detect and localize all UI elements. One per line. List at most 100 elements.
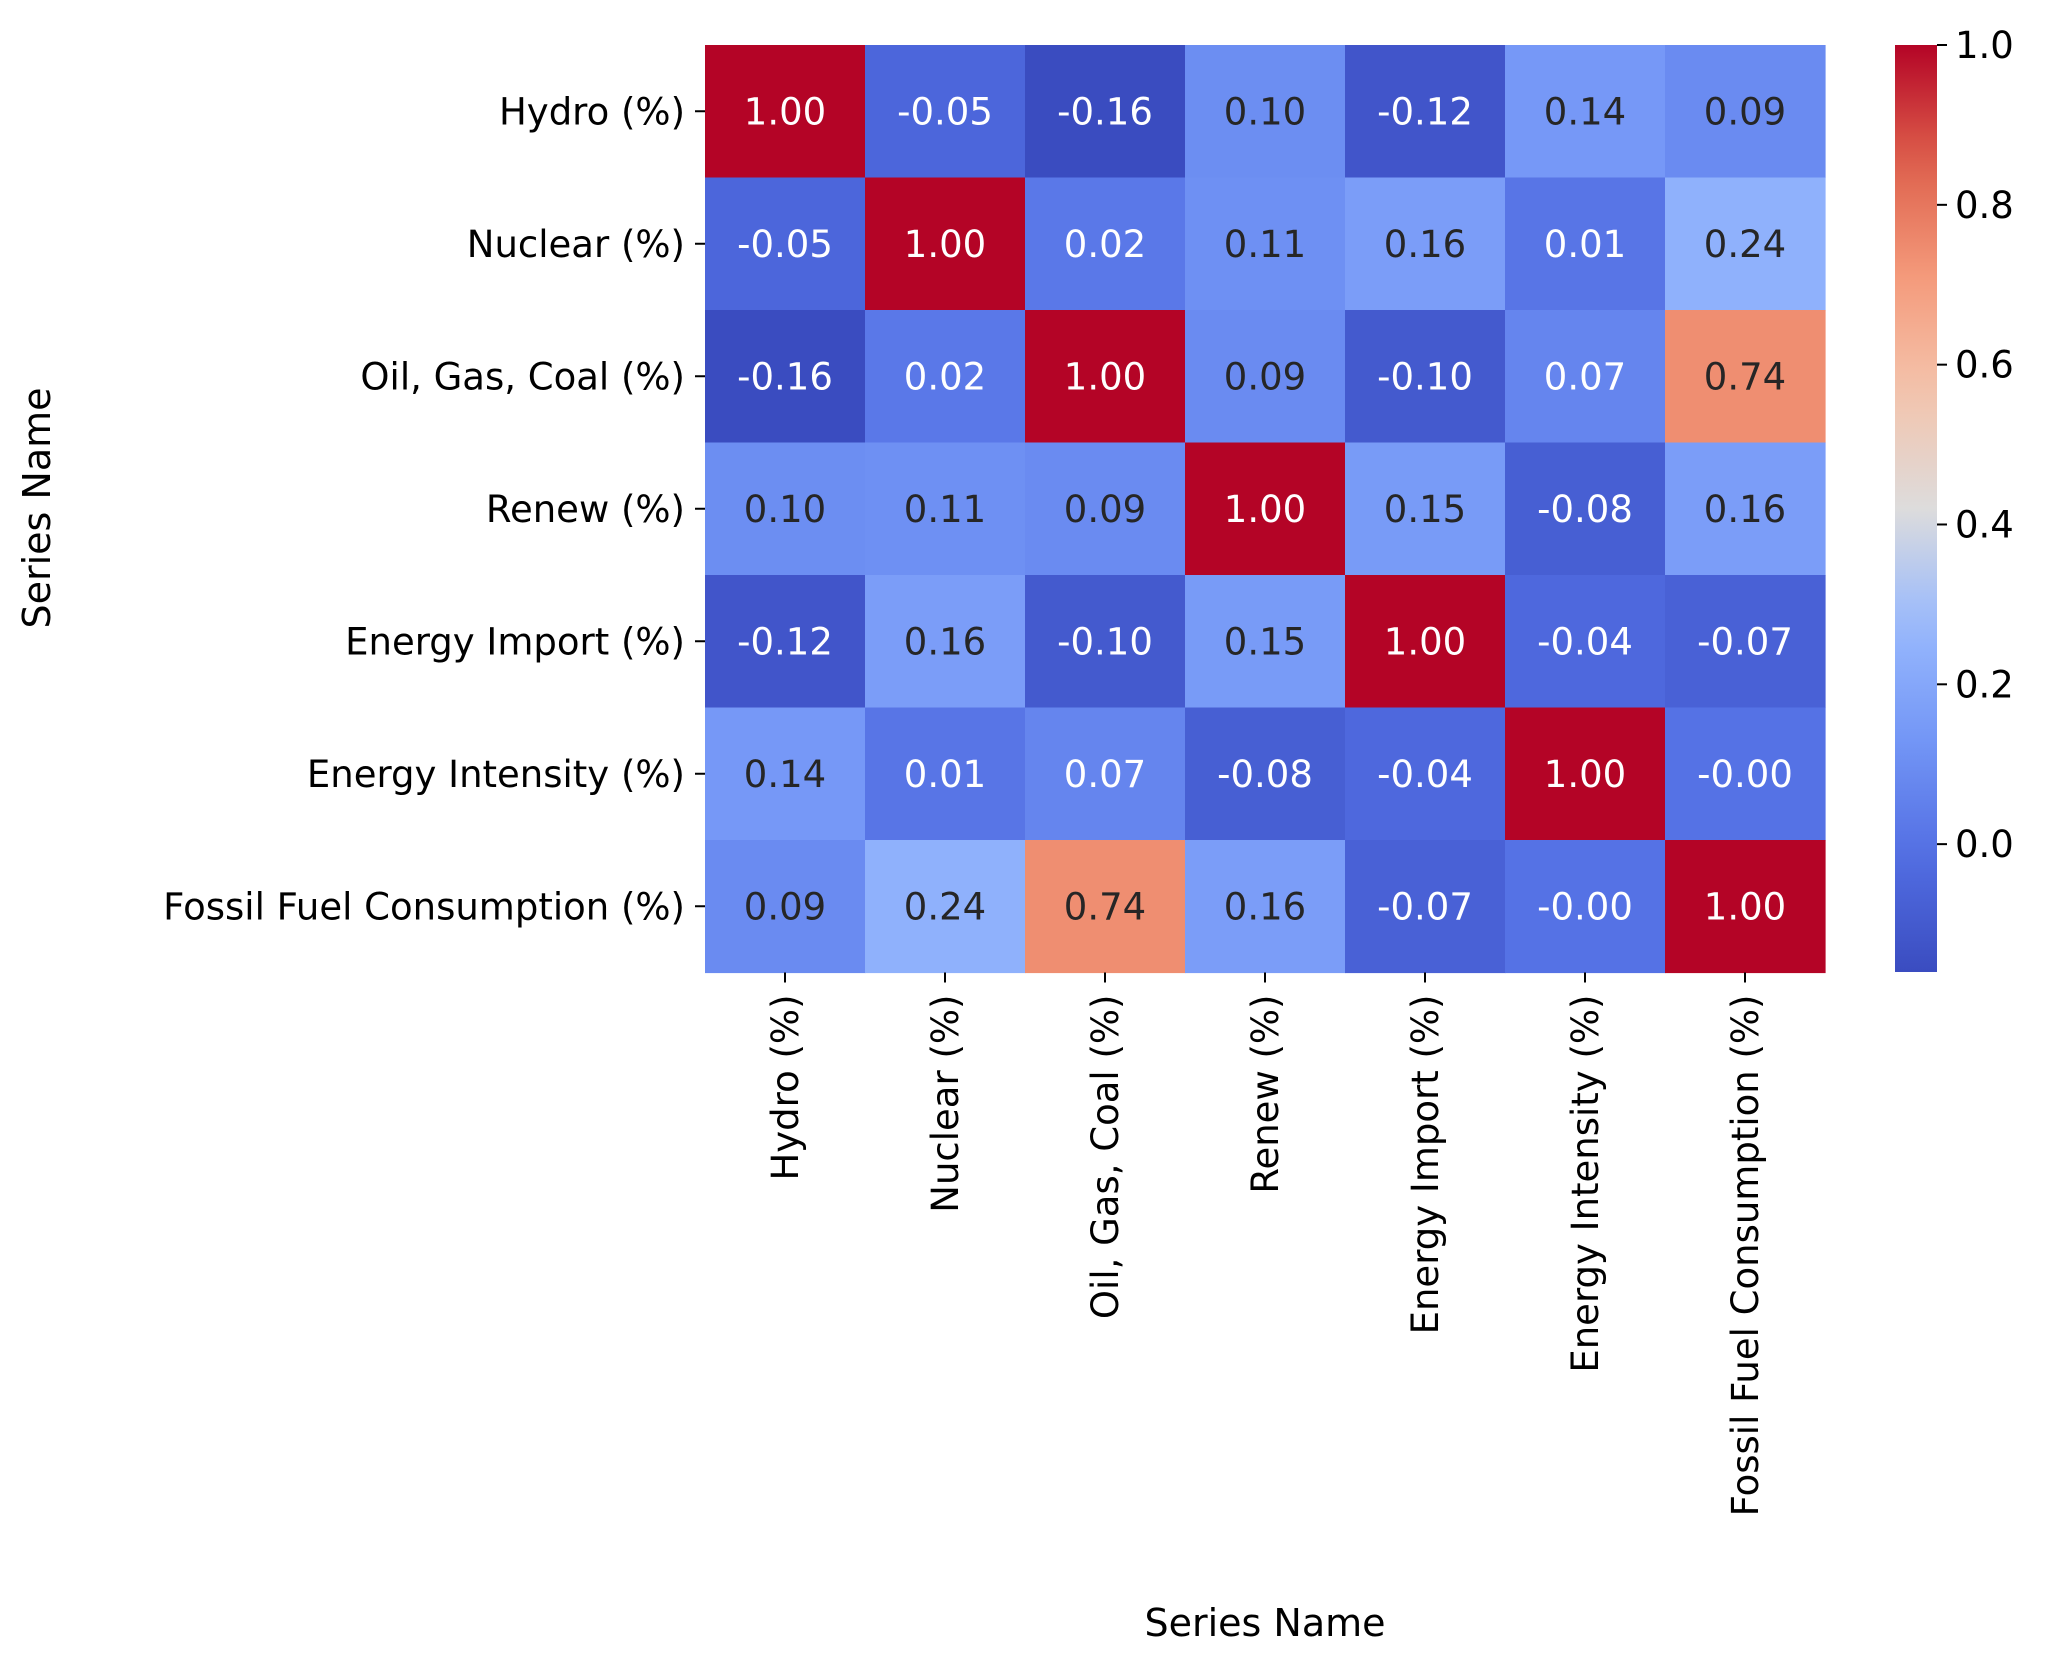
cell-value-label: 1.00 [1384,620,1466,663]
x-tick-label: Energy Import (%) [1404,995,1447,1335]
heatmap-cell [1665,310,1826,444]
cell-value-label: 0.07 [1064,753,1146,796]
heatmap-cell [1665,45,1826,179]
cell-value-label: 0.09 [1064,488,1146,531]
cell-value-label: -0.16 [1057,90,1153,133]
cell-value-label: 0.14 [1544,90,1626,133]
heatmap-cell [865,442,1026,576]
cell-value-label: -0.12 [1377,90,1473,133]
cell-value-label: -0.16 [737,355,833,398]
x-axis-ticks: Hydro (%) Nuclear (%) Oil, Gas, Coal (%) Re… [764,972,1767,1517]
heatmap-cell [1025,177,1186,311]
heatmap-cell [865,310,1026,444]
cell-value-label: 0.16 [1224,885,1306,928]
y-axis-ticks: Hydro (%) Nuclear (%) Oil, Gas, Coal (%) Re… [163,90,705,928]
heatmap-cell [1665,707,1826,841]
cell-value-label: 0.24 [904,885,986,928]
colorbar-tick-label: 1.0 [1955,24,2014,67]
cell-value-label: -0.04 [1377,753,1473,796]
heatmap-cell [1025,707,1186,841]
heatmap-cell [1025,575,1186,709]
y-tick-label: Fossil Fuel Consumption (%) [163,885,685,928]
colorbar-ticks: 0.0 0.2 0.4 0.6 0.8 1.0 [1937,24,2014,866]
x-tick-label: Hydro (%) [764,995,807,1181]
heatmap-cell [865,45,1026,179]
cell-value-label: 1.00 [1544,753,1626,796]
heatmap-cell [1505,442,1666,576]
y-tick-label: Energy Import (%) [345,620,685,663]
y-tick-label: Renew (%) [486,488,685,531]
heatmap-cell [1665,840,1826,974]
x-tick-label: Nuclear (%) [924,995,967,1213]
heatmap-cell [705,310,866,444]
heatmap-cell [865,177,1026,311]
heatmap-cell [1345,575,1506,709]
heatmap-cell [1665,442,1826,576]
cell-value-label: 0.74 [1064,885,1146,928]
cell-value-label: 0.09 [744,885,826,928]
heatmap-cell [865,575,1026,709]
cell-value-label: -0.00 [1697,753,1793,796]
colorbar [1895,45,1937,972]
heatmap-cell [865,707,1026,841]
heatmap-cell [705,442,866,576]
cell-value-label: 0.15 [1384,488,1466,531]
x-tick-label: Renew (%) [1244,995,1287,1194]
cell-value-label: 0.02 [1064,223,1146,266]
heatmap-cell [1505,177,1666,311]
cell-value-label: -0.12 [737,620,833,663]
heatmap-cell [1345,177,1506,311]
heatmap-cell [705,707,866,841]
heatmap-cell [1345,442,1506,576]
heatmap-cell [705,45,866,179]
x-tick-label: Energy Intensity (%) [1564,995,1607,1373]
heatmap-cell [1025,310,1186,444]
heatmap-cell [1665,575,1826,709]
cell-value-label: -0.10 [1377,355,1473,398]
cell-value-label: 0.16 [1704,488,1786,531]
cell-value-label: 0.10 [744,488,826,531]
heatmap-cell [705,575,866,709]
x-tick-label: Fossil Fuel Consumption (%) [1724,995,1767,1517]
y-tick-label: Energy Intensity (%) [307,753,685,796]
cell-value-label: -0.07 [1377,885,1473,928]
y-tick-label: Nuclear (%) [467,223,685,266]
y-tick-label: Oil, Gas, Coal (%) [360,355,685,398]
cell-value-label: -0.04 [1537,620,1633,663]
heatmap-cell [1665,177,1826,311]
cell-value-label: -0.00 [1537,885,1633,928]
heatmap-cell [1345,707,1506,841]
cell-value-label: 0.01 [1544,223,1626,266]
cell-value-label: 1.00 [1064,355,1146,398]
colorbar-tick-label: 0.8 [1955,184,2014,227]
cell-value-label: -0.07 [1697,620,1793,663]
cell-value-label: 0.15 [1224,620,1306,663]
x-axis-label: Series Name [1144,1601,1385,1645]
cell-value-label: 0.01 [904,753,986,796]
colorbar-tick-label: 0.4 [1955,503,2014,546]
cell-value-label: 1.00 [744,90,826,133]
heatmap-cell [865,840,1026,974]
heatmap-cell [1185,707,1346,841]
cell-value-label: 0.74 [1704,355,1786,398]
heatmap-cell [1185,840,1346,974]
cell-value-label: 0.24 [1704,223,1786,266]
heatmap-cell [1505,707,1666,841]
cell-value-label: 0.16 [1384,223,1466,266]
cell-value-label: 0.11 [1224,223,1306,266]
heatmap-cell [705,840,866,974]
heatmap-cell [1025,840,1186,974]
heatmap-cell [1025,45,1186,179]
cell-value-label: 0.09 [1704,90,1786,133]
heatmap-cell [1505,310,1666,444]
cell-value-label: 1.00 [1224,488,1306,531]
heatmap-cell [1505,45,1666,179]
heatmap-cell [1185,310,1346,444]
heatmap-cells [705,45,1826,974]
cell-value-label: 0.11 [904,488,986,531]
cell-value-label: -0.05 [897,90,993,133]
cell-value-label: -0.05 [737,223,833,266]
cell-value-label: 0.07 [1544,355,1626,398]
heatmap-cell [1185,575,1346,709]
